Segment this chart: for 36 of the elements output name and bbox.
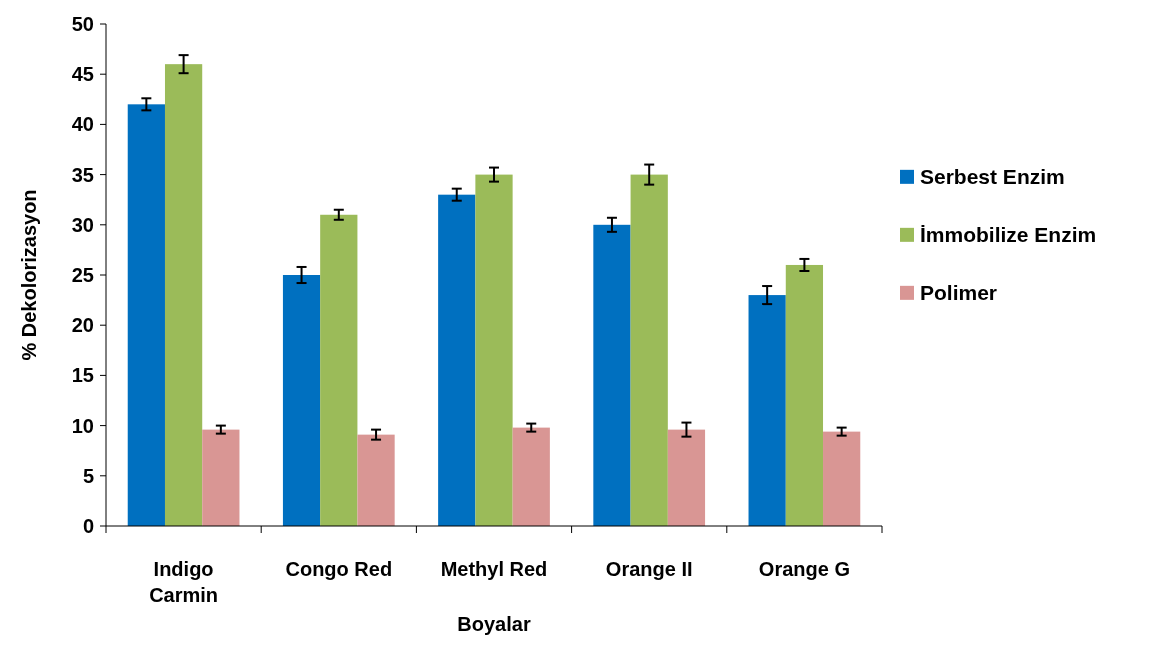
x-tick-label: Orange G [758, 558, 850, 580]
bar [748, 295, 786, 526]
bar [164, 64, 203, 526]
y-tick-label: 35 [71, 163, 94, 186]
y-tick-label: 25 [71, 264, 94, 286]
y-axis-title: % Dekolorizasyon [18, 189, 40, 361]
x-tick-label: Methyl Red [440, 558, 548, 580]
y-tick-label: 30 [71, 213, 94, 236]
x-tick-label: Indigo Carmin [149, 558, 219, 606]
x-axis-title: Boyalar [457, 613, 531, 635]
y-tick-label: 20 [71, 314, 94, 337]
bar [512, 427, 550, 526]
legend-label: İmmobilize Enzim [920, 223, 1097, 247]
y-tick-label: 45 [71, 63, 94, 86]
bar [823, 431, 861, 526]
y-tick-label: 0 [82, 515, 94, 537]
y-tick-label: 5 [82, 464, 94, 487]
bar [630, 174, 668, 526]
y-tick-label: 15 [71, 364, 94, 387]
y-tick-label: 40 [71, 113, 94, 136]
bar [667, 429, 706, 526]
bar [593, 224, 631, 526]
y-tick-label: 10 [71, 414, 94, 437]
bar [438, 194, 476, 526]
x-tick-label: Congo Red [285, 558, 393, 580]
bar [475, 174, 513, 526]
y-tick-label: 50 [71, 13, 94, 35]
legend-label: Polimer [920, 281, 998, 305]
bar [785, 264, 824, 526]
bar [202, 429, 240, 526]
x-tick-label: Orange II [605, 558, 693, 580]
legend-label: Serbest Enzim [920, 165, 1065, 189]
bar [357, 434, 395, 526]
bar [282, 275, 321, 526]
bar [320, 214, 358, 526]
bar [127, 104, 165, 526]
